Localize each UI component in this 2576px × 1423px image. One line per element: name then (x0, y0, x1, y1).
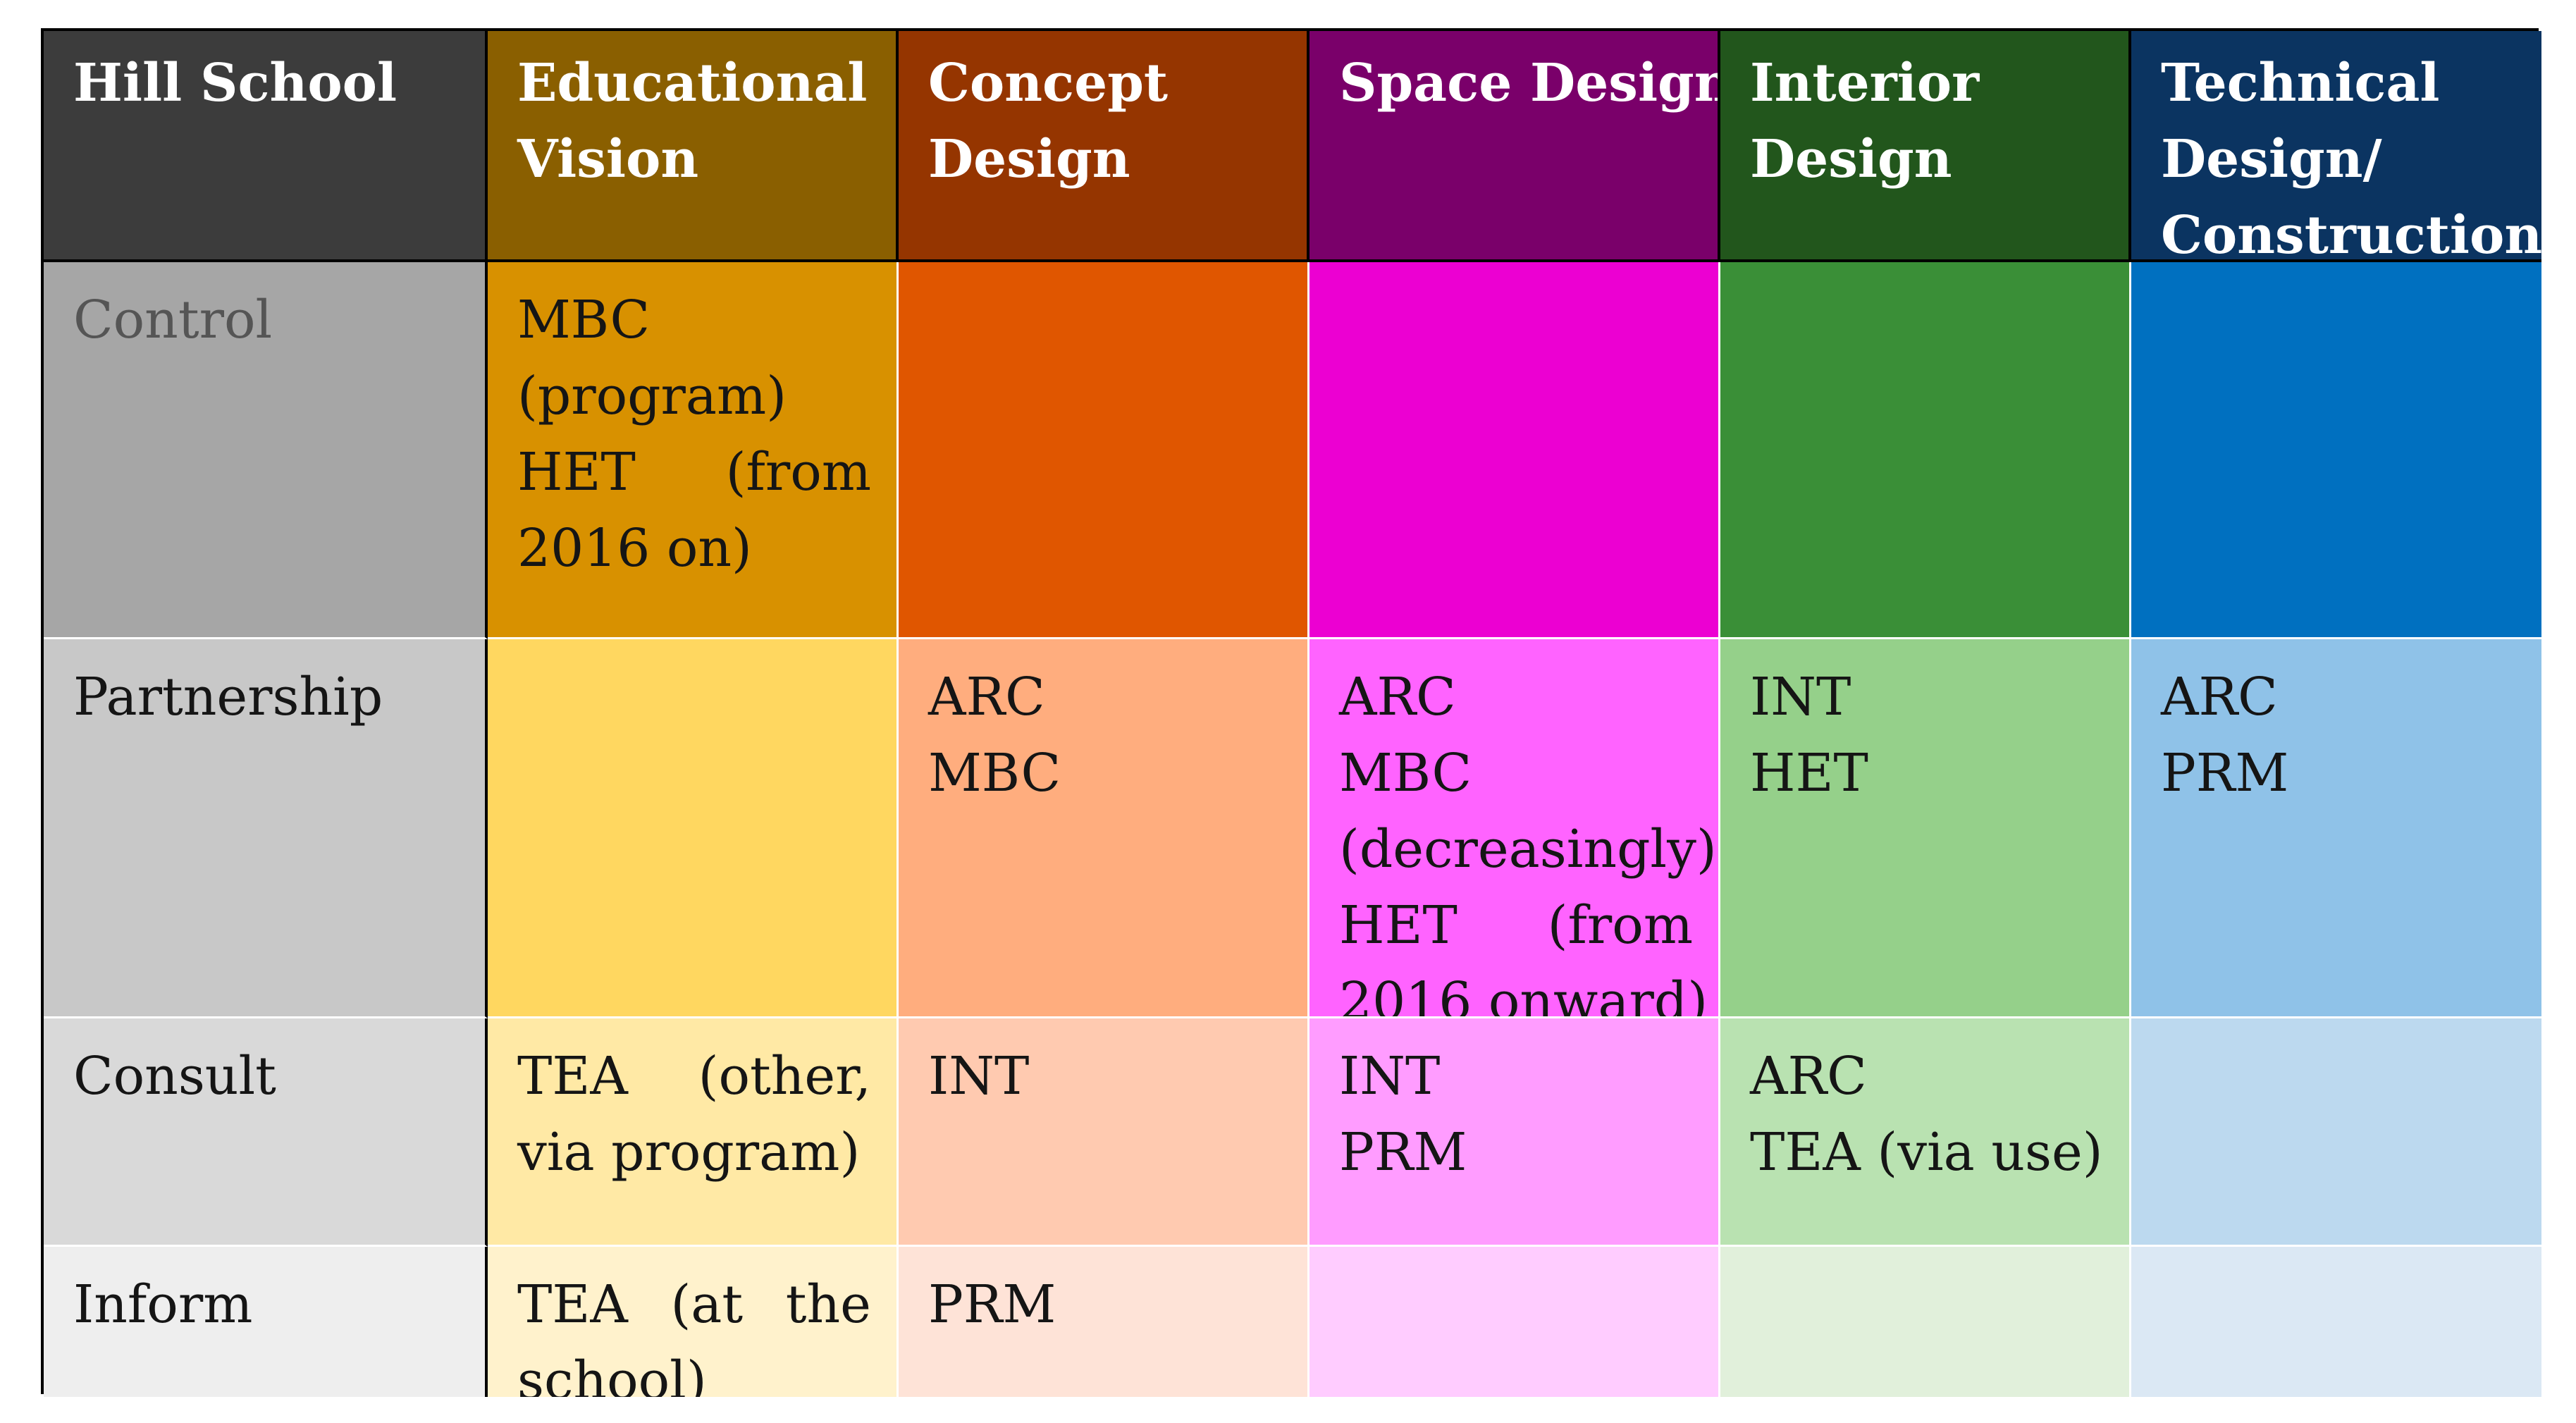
header-text: Interior (1750, 53, 1980, 113)
cell-text-word: TEA (517, 1046, 628, 1107)
header-text: Educational (517, 53, 868, 113)
matrix-cell: TEA (at the school) (488, 1247, 899, 1397)
cell-text-line: TEA (other, (517, 1038, 871, 1114)
cell-text-line: ARC (2161, 667, 2278, 727)
header-educational-vision: Educational Vision (488, 31, 899, 262)
row-label-text: Consult (73, 1046, 276, 1107)
header-hill-school: Hill School (44, 31, 488, 262)
header-text: Technical (2161, 53, 2440, 113)
cell-text-line: PRM (2161, 743, 2289, 803)
cell-text-line: TEA (at the (517, 1267, 871, 1343)
matrix-cell (2131, 1247, 2541, 1397)
stakeholder-matrix-table: Hill School Educational Vision Concept Des… (41, 28, 2541, 1397)
row-label-partnership: Partnership (44, 639, 488, 1018)
header-text: Design/ (2161, 129, 2382, 190)
cell-text-line: TEA (via use) (1750, 1122, 2103, 1183)
matrix-cell: PRM (899, 1247, 1309, 1397)
cell-text-line: INT (1339, 1046, 1441, 1107)
matrix-cell: MBC (program) HET (from 2016 on) (488, 262, 899, 639)
cell-text-line: school) (517, 1350, 707, 1397)
header-text: Design (928, 129, 1130, 190)
cell-text-line: (program) (517, 366, 787, 426)
matrix-cell: INT (899, 1018, 1309, 1247)
cell-text-line: 2016 onward) (1339, 971, 1708, 1018)
row-label-control: Control (44, 262, 488, 639)
header-technical-design-construction: Technical Design/Construction (2131, 31, 2541, 262)
cell-text-line: MBC (517, 290, 651, 350)
header-text: Hill School (73, 53, 398, 113)
cell-text-line: PRM (1339, 1122, 1467, 1183)
cell-text-line: INT (1750, 667, 1851, 727)
matrix-cell: ARC PRM (2131, 639, 2541, 1018)
header-text: Vision (517, 129, 699, 190)
matrix-cell (899, 262, 1309, 639)
header-text: Design (1750, 129, 1952, 190)
matrix-cell: ARC MBC (899, 639, 1309, 1018)
cell-text-line: INT (928, 1046, 1030, 1107)
header-text: Space Design (1339, 53, 1720, 113)
matrix-cell (1309, 1247, 1720, 1397)
matrix-cell: ARC MBC (decreasingly) HET (from 2016 onward) (1309, 639, 1720, 1018)
cell-text-word: the (785, 1274, 871, 1335)
row-label-text: Inform (73, 1274, 253, 1335)
matrix-cell (2131, 1018, 2541, 1247)
cell-text-line: PRM (928, 1274, 1056, 1335)
matrix-cell (1309, 262, 1720, 639)
cell-text-line: via program) (517, 1122, 861, 1183)
matrix-cell: INT PRM (1309, 1018, 1720, 1247)
cell-text-word: (from (725, 442, 871, 503)
cell-text-word: (at (670, 1274, 744, 1335)
cell-text-line: HET (1750, 743, 1868, 803)
cell-text-word: (other, (698, 1046, 871, 1107)
cell-text-line: HET (from (517, 434, 871, 510)
cell-text-line: ARC (928, 667, 1045, 727)
matrix-cell (1720, 1247, 2131, 1397)
matrix-cell (1720, 262, 2131, 639)
row-label-consult: Consult (44, 1018, 488, 1247)
header-interior-design: Interior Design (1720, 31, 2131, 262)
row-label-inform: Inform (44, 1247, 488, 1397)
matrix-cell (488, 639, 899, 1018)
cell-text-line: MBC (1339, 743, 1472, 803)
cell-text-line: HET (from (1339, 887, 1693, 963)
cell-text-line: ARC (1339, 667, 1456, 727)
matrix-cell (2131, 262, 2541, 639)
header-text: Concept (928, 53, 1169, 113)
matrix-cell: TEA (other, via program) (488, 1018, 899, 1247)
cell-text-line: ARC (1750, 1046, 1867, 1107)
cell-text-word: HET (1339, 895, 1458, 956)
header-space-design: Space Design (1309, 31, 1720, 262)
row-label-text: Control (73, 290, 273, 350)
cell-text-line: MBC (928, 743, 1061, 803)
header-text: Construction (2161, 205, 2541, 262)
cell-text-line: (decreasingly) (1339, 819, 1717, 880)
cell-text-word: (from (1547, 895, 1693, 956)
matrix-cell: ARC TEA (via use) (1720, 1018, 2131, 1247)
header-concept-design: Concept Design (899, 31, 1309, 262)
cell-text-word: TEA (517, 1274, 628, 1335)
row-label-text: Partnership (73, 667, 383, 727)
cell-text-word: HET (517, 442, 636, 503)
matrix-cell: INT HET (1720, 639, 2131, 1018)
cell-text-line: 2016 on) (517, 518, 752, 579)
